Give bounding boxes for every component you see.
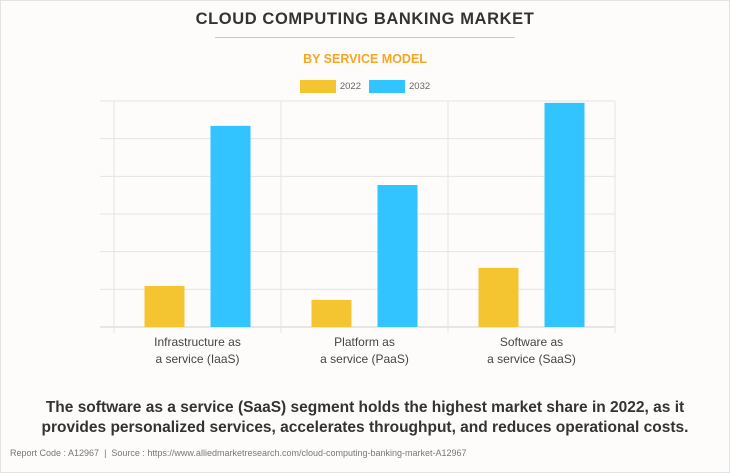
legend-swatch-2022 xyxy=(299,80,336,93)
caption-line-2: provides personalized services, accelera… xyxy=(41,419,689,436)
title-divider xyxy=(215,37,515,38)
x-tick-label: a service (SaaS) xyxy=(487,352,576,366)
bar-2022-0[interactable] xyxy=(144,285,185,327)
legend: 2022 2032 xyxy=(0,80,730,93)
legend-label-2032: 2032 xyxy=(409,81,431,92)
chart-title: CLOUD COMPUTING BANKING MARKET xyxy=(195,10,535,28)
legend-label-2022: 2022 xyxy=(339,81,361,92)
x-tick-label: Infrastructure as xyxy=(154,335,241,349)
chart-caption: The software as a service (SaaS) segment… xyxy=(0,398,730,438)
legend-item-2032[interactable]: 2032 xyxy=(369,80,430,93)
bar-chart: Infrastructure as a service (IaaS) Platfor… xyxy=(100,100,616,366)
bar-2022-1[interactable] xyxy=(311,299,352,327)
bar-2032-0[interactable] xyxy=(210,125,251,327)
x-tick-label: Software as xyxy=(500,335,563,349)
source-footer: Report Code : A12967 | Source : https://… xyxy=(10,448,467,458)
bar-2022-2[interactable] xyxy=(478,267,519,327)
chart-subtitle: BY SERVICE MODEL xyxy=(303,52,427,66)
bar-2032-2[interactable] xyxy=(544,102,585,327)
caption-line-1: The software as a service (SaaS) segment… xyxy=(45,399,685,416)
legend-item-2022[interactable]: 2022 xyxy=(299,80,361,93)
x-tick-label: a service (IaaS) xyxy=(155,352,239,366)
x-tick-label: Platform as xyxy=(334,335,395,349)
x-tick-label: a service (PaaS) xyxy=(320,352,409,366)
bar-2032-1[interactable] xyxy=(377,184,418,327)
legend-swatch-2032 xyxy=(369,80,405,93)
